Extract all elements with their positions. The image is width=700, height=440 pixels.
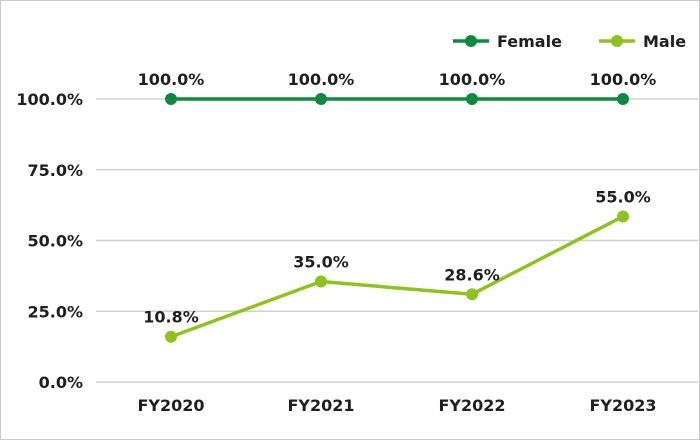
y-tick-label: 50.0% xyxy=(27,232,83,251)
data-labels: 100.0% 100.0% 100.0% 100.0% 10.8% 35.0% 28.6% 5… xyxy=(138,70,657,327)
series-female xyxy=(165,93,629,105)
series-male xyxy=(165,210,629,343)
legend-item-female: Female xyxy=(453,32,562,51)
y-axis-tick-labels: 0.0% 25.0% 50.0% 75.0% 100.0% xyxy=(16,90,83,392)
y-tick-label: 100.0% xyxy=(16,90,83,109)
female-data-label-fy2023: 100.0% xyxy=(590,70,657,89)
male-point-fy2021 xyxy=(315,275,327,288)
x-category-label: FY2020 xyxy=(137,396,204,415)
x-category-label: FY2021 xyxy=(287,396,354,415)
male-data-label-fy2023: 55.0% xyxy=(595,187,651,206)
legend: Female Male xyxy=(453,32,686,51)
female-data-label-fy2022: 100.0% xyxy=(439,70,506,89)
female-data-label-fy2021: 100.0% xyxy=(288,70,355,89)
female-point-fy2023 xyxy=(617,93,629,105)
y-tick-label: 0.0% xyxy=(39,373,83,392)
male-series-line xyxy=(170,214,624,339)
female-point-fy2022 xyxy=(466,93,478,105)
legend-swatch-marker-female xyxy=(465,35,477,47)
male-point-fy2022 xyxy=(466,288,478,301)
x-category-label: FY2022 xyxy=(438,396,505,415)
male-data-label-fy2021: 35.0% xyxy=(293,253,349,272)
y-tick-label: 25.0% xyxy=(27,302,83,321)
series-group xyxy=(165,93,629,343)
female-data-label-fy2020: 100.0% xyxy=(138,70,205,89)
male-data-label-fy2022: 28.6% xyxy=(444,265,500,284)
female-point-fy2021 xyxy=(315,93,327,105)
legend-label-female: Female xyxy=(497,32,562,51)
legend-item-male: Male xyxy=(599,32,686,51)
x-axis-category-labels: FY2020 FY2021 FY2022 FY2023 xyxy=(137,396,656,415)
gridlines xyxy=(96,98,698,383)
y-tick-label: 75.0% xyxy=(27,161,83,180)
legend-label-male: Male xyxy=(643,32,686,51)
legend-swatch-marker-male xyxy=(611,35,623,47)
male-point-fy2020 xyxy=(165,330,177,343)
male-point-fy2023 xyxy=(617,210,629,223)
female-point-fy2020 xyxy=(165,93,177,105)
male-data-label-fy2020: 10.8% xyxy=(143,308,199,327)
x-category-label: FY2023 xyxy=(589,396,656,415)
